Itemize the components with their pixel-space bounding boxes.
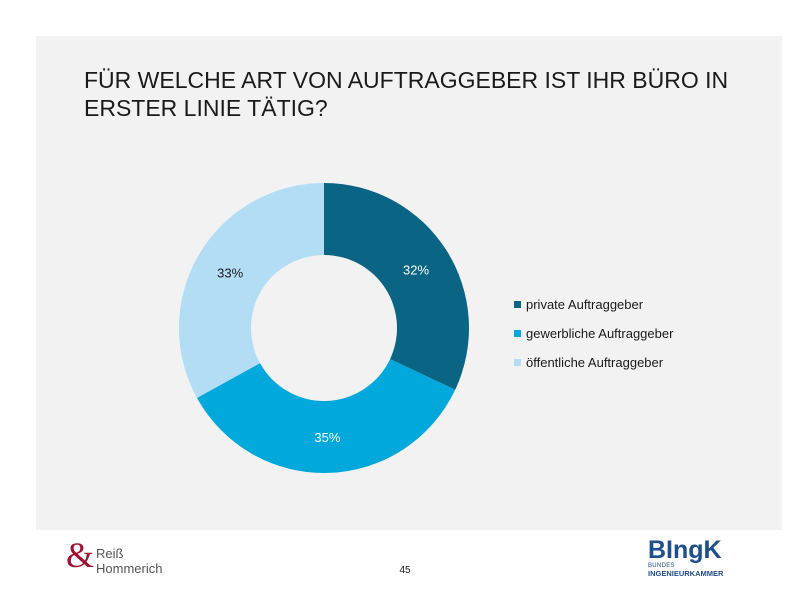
bingk-logo: BIngK BUNDES INGENIEURKAMMER	[648, 537, 748, 582]
logo-left-line1: Reiß	[96, 546, 124, 561]
legend-label-oeffentlich: öffentliche Auftraggeber	[526, 355, 664, 370]
logo-left-line2: Hommerich	[96, 561, 163, 576]
donut-slice-gewerblich	[196, 359, 456, 474]
legend-swatch-oeffentlich	[514, 359, 521, 366]
reiss-hommerich-logo-text: Reiß Hommerich	[96, 546, 162, 576]
bingk-logo-sub1: BUNDES	[648, 563, 675, 569]
legend-item-gewerblich: gewerbliche Auftraggeber	[514, 319, 673, 348]
data-label-gewerblich: 35%	[314, 430, 340, 445]
ampersand-logo-mark: &	[66, 535, 95, 575]
data-label-private: 32%	[403, 263, 429, 278]
legend-label-gewerblich: gewerbliche Auftraggeber	[526, 326, 674, 341]
reiss-hommerich-logo: & Reiß Hommerich	[66, 535, 176, 581]
bingk-logo-main: BIngK	[648, 536, 722, 564]
legend-swatch-gewerblich	[514, 330, 521, 337]
chart-legend: private Auftraggeber gewerbliche Auftrag…	[514, 290, 673, 377]
legend-swatch-private	[514, 301, 521, 308]
page-number: 45	[399, 565, 411, 576]
donut-slice-private	[324, 183, 469, 390]
donut-slice-oeffentlich	[179, 183, 324, 398]
legend-label-private: private Auftraggeber	[526, 297, 644, 312]
data-label-oeffentlich: 33%	[217, 266, 243, 281]
legend-item-private: private Auftraggeber	[514, 290, 673, 319]
bingk-logo-sub2: INGENIEURKAMMER	[648, 569, 724, 578]
slide-title: FÜR WELCHE ART VON AUFTRAGGEBER IST IHR …	[84, 67, 729, 121]
legend-item-oeffentlich: öffentliche Auftraggeber	[514, 348, 673, 377]
